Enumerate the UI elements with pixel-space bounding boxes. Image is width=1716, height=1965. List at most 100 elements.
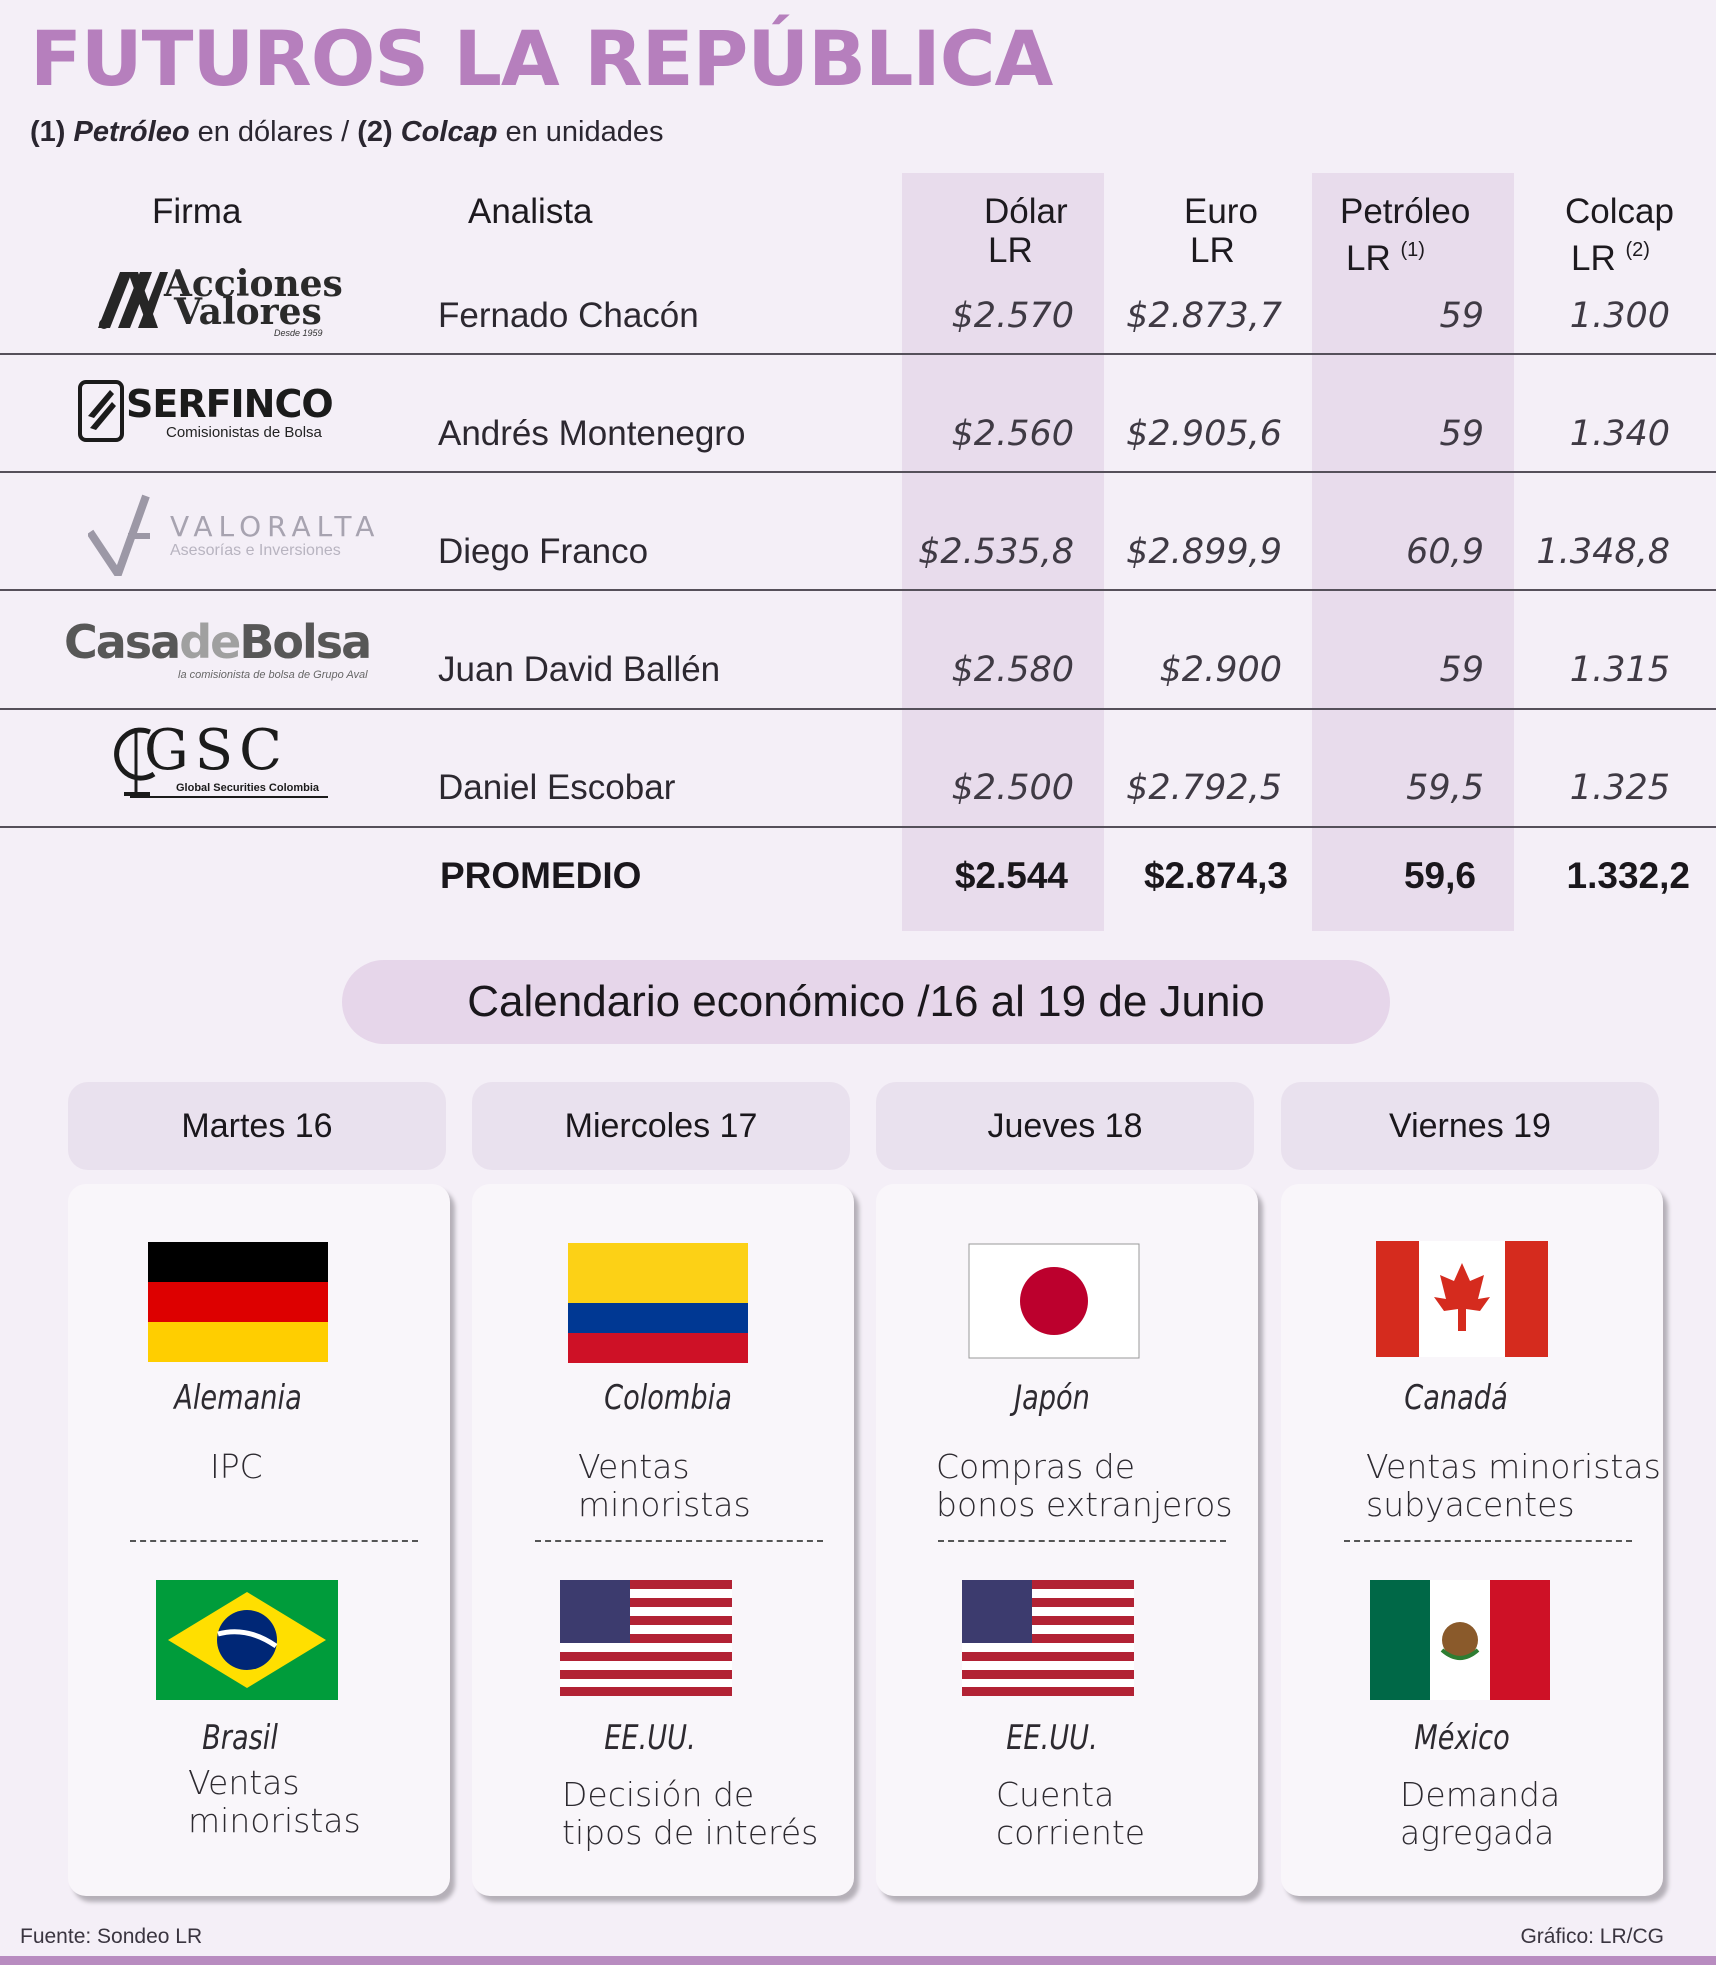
promedio-petroleo: 59,6 [1403,855,1476,896]
brazil-flag-icon [156,1580,338,1700]
header-analista: Analista [468,192,593,231]
analyst-name: Juan David Ballén [438,650,721,689]
event-line: Ventas [188,1763,300,1802]
de-logo-part: de [179,615,241,669]
event-line: bonos extranjeros [936,1485,1233,1524]
colcap-value: 1.300 [1569,296,1670,336]
page-title: FUTUROS LA REPÚBLICA [30,14,1053,103]
country-label: México [1414,1718,1510,1758]
euro-value: $2.873,7 [1126,296,1282,336]
dashed-divider [535,1540,823,1542]
dashed-divider [938,1540,1226,1542]
serfinco-logo-word: SERFINCO [126,382,334,426]
header-petroleo: Petróleo LR (1) [1340,192,1470,278]
acciones-logo-tag: Desde 1959 [274,328,323,338]
serfinco-logo-tag: Comisionistas de Bolsa [166,424,322,441]
row-divider [0,471,1716,473]
promedio-euro: $2.874,3 [1143,855,1288,896]
acciones-logo-word: Acciones [164,263,343,305]
colcap-value: 1.315 [1569,650,1670,690]
dolar-value: $2.570 [951,296,1074,336]
subtitle-note-1: (1) [30,116,66,148]
dolar-value: $2.500 [951,768,1074,808]
petroleo-value: 60,9 [1406,532,1484,572]
event-text: Decisión de tipos de interés [562,1776,818,1852]
dolar-value: $2.580 [951,650,1074,690]
subtitle-text-1: en dólares / [197,116,350,148]
header-dolar-line1: Dólar [984,192,1068,231]
event-line: tipos de interés [562,1813,819,1852]
event-text: Ventas minoristas [188,1764,361,1840]
day-tab-martes: Martes 16 [68,1082,446,1170]
event-line: IPC [210,1447,263,1486]
gsc-logo-word: GSC [144,718,288,783]
casadebolsa-logo-tag: la comisionista de bolsa de Grupo Aval [178,669,368,681]
country-label: Brasil [202,1718,278,1758]
petroleo-value: 59,5 [1406,768,1484,808]
casadebolsa-logo: CasadeBolsa la comisionista de bolsa de … [64,615,374,685]
event-line: Ventas minoristas [1366,1447,1661,1486]
credit-note: Gráfico: LR/CG [1520,1925,1664,1948]
day-tab-jueves: Jueves 18 [876,1082,1254,1170]
subtitle-petroleo: Petróleo [73,116,190,148]
colcap-value: 1.325 [1569,768,1670,808]
valoralta-logo-tag: Asesorías e Inversiones [170,542,341,559]
event-line: Demanda [1400,1775,1561,1814]
valoralta-mark-icon [86,494,150,583]
header-euro-line2: LR [1190,231,1235,270]
euro-value: $2.905,6 [1126,414,1282,454]
event-line: agregada [1400,1813,1555,1852]
header-colcap-line2: LR [1571,239,1616,278]
event-text: IPC [210,1448,263,1486]
analyst-name: Fernado Chacón [438,296,699,335]
header-colcap-line1: Colcap [1565,192,1674,231]
event-line: Ventas [578,1447,690,1486]
colcap-value: 1.348,8 [1536,532,1670,572]
colombia-flag-icon [568,1243,748,1363]
serfinco-logo: SERFINCO Comisionistas de Bolsa [78,380,348,450]
petroleo-value: 59 [1439,414,1484,454]
subtitle: (1) Petróleo en dólares / (2) Colcap en … [30,116,664,149]
gsc-logo-underline [130,796,328,798]
row-divider [0,826,1716,828]
analyst-name: Andrés Montenegro [438,414,746,453]
usa-flag-icon [560,1580,732,1696]
bolsa-logo-part: Bolsa [239,615,372,669]
event-line: minoristas [188,1801,361,1840]
subtitle-text-2: en unidades [505,116,664,148]
promedio-dolar: $2.544 [954,855,1068,896]
header-petroleo-note: (1) [1400,239,1425,261]
event-line: Cuenta [996,1775,1115,1814]
valoralta-logo-word: VALORALTA [170,510,381,543]
casa-logo-part: Casa [64,615,181,669]
analyst-name: Diego Franco [438,532,649,571]
event-text: Cuenta corriente [996,1776,1145,1852]
header-euro: Euro LR [1184,192,1258,270]
event-line: subyacentes [1366,1485,1575,1524]
header-firma: Firma [152,192,242,231]
gsc-logo-tag: Global Securities Colombia [176,782,320,794]
header-petroleo-line1: Petróleo [1340,192,1471,231]
event-line: corriente [996,1813,1146,1852]
euro-value: $2.792,5 [1126,768,1282,808]
country-label: Japón [1014,1378,1090,1418]
country-label: Canadá [1404,1378,1508,1418]
dashed-divider [130,1540,418,1542]
country-label: EE.UU. [604,1718,696,1758]
header-colcap-note: (2) [1625,239,1650,261]
event-text: Ventas minoristas subyacentes [1366,1448,1661,1524]
header-euro-line1: Euro [1184,192,1258,231]
event-text: Demanda agregada [1400,1776,1560,1852]
event-line: Decisión de [562,1775,755,1814]
promedio-label: PROMEDIO [440,855,642,896]
bottom-bar [0,1956,1716,1965]
event-text: Ventas minoristas [578,1448,751,1524]
source-note: Fuente: Sondeo LR [20,1925,203,1948]
day-tab-viernes: Viernes 19 [1281,1082,1659,1170]
event-text: Compras de bonos extranjeros [936,1448,1233,1524]
country-label: Alemania [174,1378,302,1418]
header-petroleo-line2: LR [1346,239,1391,278]
event-line: Compras de [936,1447,1136,1486]
subtitle-note-2: (2) [357,116,393,148]
promedio-colcap: 1.332,2 [1566,855,1690,896]
